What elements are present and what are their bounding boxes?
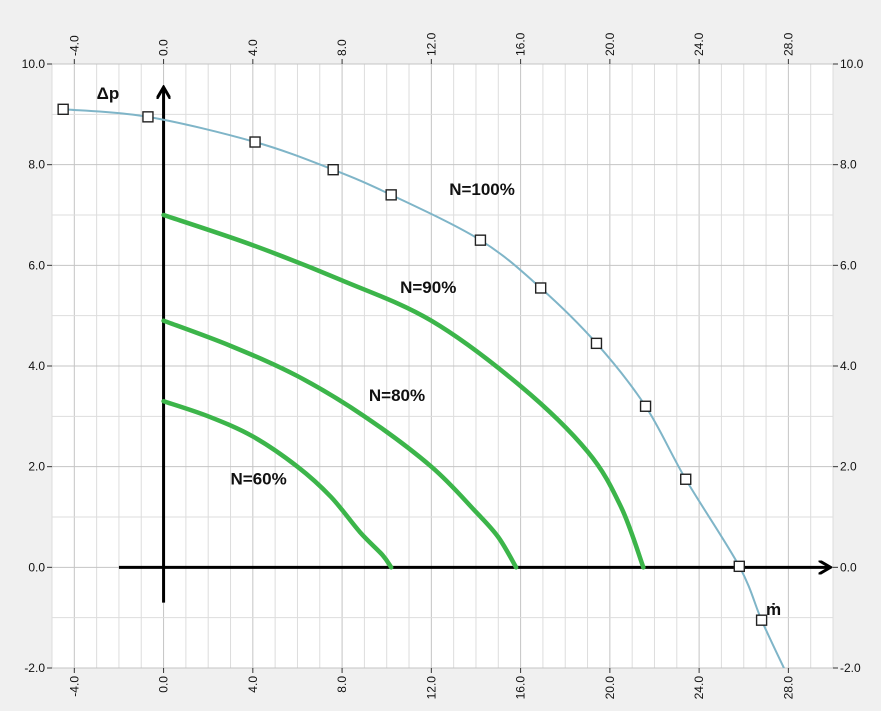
data-point-n100 <box>755 614 768 626</box>
x-tick-label-top: 16.0 <box>514 32 528 56</box>
data-point-n100 <box>474 234 487 246</box>
y-tick-label-right: 2.0 <box>840 460 857 474</box>
x-tick-label-top: 20.0 <box>603 32 617 56</box>
y-tick-label-right: -2.0 <box>840 661 861 675</box>
y-tick-label-left: 0.0 <box>28 560 45 574</box>
data-point-n100 <box>249 136 261 148</box>
series-line-n90 <box>161 212 646 570</box>
y-tick-label-left: 2.0 <box>28 460 45 474</box>
y-tick-label-right: 6.0 <box>840 258 857 272</box>
x-tick-label-top: 4.0 <box>246 39 260 56</box>
y-tick-label-right: 10.0 <box>840 57 864 71</box>
y-axis-label: Δp <box>97 84 120 103</box>
y-tick-label-left: 10.0 <box>22 57 46 71</box>
y-tick-label-left: 6.0 <box>28 258 45 272</box>
y-tick-label-right: 0.0 <box>840 560 857 574</box>
x-tick-label-top: 12.0 <box>424 32 438 56</box>
x-tick-label-bottom: 20.0 <box>603 676 617 700</box>
x-tick-label-bottom: 8.0 <box>335 676 349 693</box>
y-tick-label-left: 8.0 <box>28 158 45 172</box>
series-line-n80 <box>161 318 519 570</box>
x-tick-label-bottom: -4.0 <box>67 676 81 697</box>
data-point-n100 <box>680 473 692 485</box>
x-tick-label-bottom: 4.0 <box>246 676 260 693</box>
x-tick-label-bottom: 28.0 <box>781 676 795 700</box>
plot-area: -4.0 -4.0 0.0 0.0 4.0 4.0 8.0 8.0 12.0 12.0 16.0 16… <box>22 32 864 699</box>
data-point-n100 <box>327 163 339 176</box>
data-point-n100 <box>142 111 154 123</box>
x-tick-label-top: 24.0 <box>692 32 706 56</box>
data-point-n100 <box>639 400 652 412</box>
data-point-n100 <box>733 560 745 573</box>
series-line-n100 <box>62 108 785 668</box>
x-tick-label-top: 0.0 <box>157 39 171 56</box>
x-tick-label-top: -4.0 <box>67 35 81 56</box>
curve-label: N=80% <box>369 386 425 405</box>
data-point-n100 <box>57 103 69 116</box>
curve-label: N=60% <box>231 469 287 488</box>
y-tick-label-right: 8.0 <box>840 158 857 172</box>
y-tick-label-left: 4.0 <box>28 359 45 373</box>
y-tick-label-left: -2.0 <box>24 661 45 675</box>
series-line-n60 <box>161 398 394 570</box>
x-tick-label-bottom: 24.0 <box>692 676 706 700</box>
x-tick-label-bottom: 12.0 <box>424 676 438 700</box>
y-tick-label-right: 4.0 <box>840 359 857 373</box>
x-tick-label-bottom: 16.0 <box>514 676 528 700</box>
x-axis-label: ṁ <box>766 600 781 619</box>
data-point-n100 <box>385 189 397 201</box>
data-point-n100 <box>590 337 603 350</box>
x-tick-label-top: 8.0 <box>335 39 349 56</box>
curve-label: N=90% <box>400 278 456 297</box>
x-tick-label-bottom: 0.0 <box>157 676 171 693</box>
x-tick-label-top: 28.0 <box>781 32 795 56</box>
curve-label: N=100% <box>449 180 515 199</box>
data-point-n100 <box>534 282 547 294</box>
